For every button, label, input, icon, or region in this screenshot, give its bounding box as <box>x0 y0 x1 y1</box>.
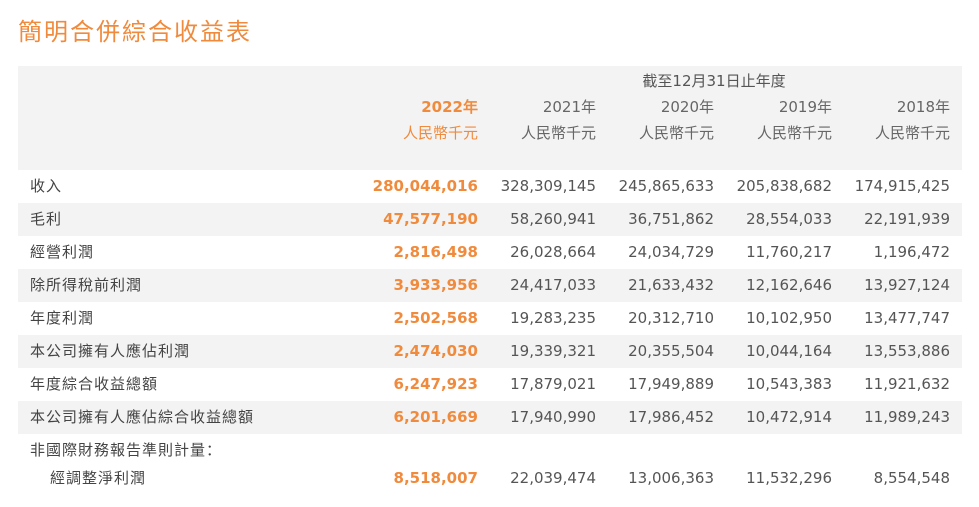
cell-2022: 2,502,568 <box>393 309 478 327</box>
column-header-2019: 2019年 人民幣千元 <box>714 94 832 146</box>
cell-2021: 24,417,033 <box>510 276 596 294</box>
column-year: 2018年 <box>896 98 950 116</box>
cell-2019: 12,162,646 <box>746 276 832 294</box>
row-label: 除所得稅前利潤 <box>30 276 143 294</box>
section-label: 非國際財務報告準則計量： <box>30 441 223 459</box>
row-label: 本公司擁有人應佔利潤 <box>30 342 191 360</box>
cell-2022: 47,577,190 <box>383 210 478 228</box>
cell-2020: 24,034,729 <box>628 243 714 261</box>
cell-2018: 11,989,243 <box>864 408 950 426</box>
cell-2022: 3,933,956 <box>393 276 478 294</box>
cell-2020: 20,312,710 <box>628 309 714 327</box>
table-section-non-ifrs: 非國際財務報告準則計量： <box>18 434 962 467</box>
table-row-revenue: 收入 280,044,016 328,309,145 245,865,633 2… <box>18 170 962 203</box>
column-unit: 人民幣千元 <box>638 124 714 142</box>
column-year: 2021年 <box>542 98 596 116</box>
column-year: 2020年 <box>660 98 714 116</box>
table-header-band <box>18 66 962 170</box>
cell-2019: 10,472,914 <box>746 408 832 426</box>
cell-2018: 13,553,886 <box>864 342 950 360</box>
cell-2022: 2,816,498 <box>393 243 478 261</box>
cell-2022: 280,044,016 <box>372 177 478 195</box>
column-header-2018: 2018年 人民幣千元 <box>832 94 950 146</box>
cell-2018: 174,915,425 <box>854 177 950 195</box>
row-label: 經營利潤 <box>30 243 95 261</box>
column-year: 2022年 <box>421 98 478 116</box>
cell-2021: 17,879,021 <box>510 375 596 393</box>
row-label: 經調整淨利潤 <box>50 469 147 487</box>
row-label: 年度利潤 <box>30 309 95 327</box>
row-label: 年度綜合收益總額 <box>30 375 159 393</box>
cell-2021: 17,940,990 <box>510 408 596 426</box>
cell-2019: 11,532,296 <box>746 469 832 487</box>
cell-2019: 10,102,950 <box>746 309 832 327</box>
cell-2021: 19,339,321 <box>510 342 596 360</box>
column-year: 2019年 <box>778 98 832 116</box>
cell-2022: 8,518,007 <box>393 469 478 487</box>
table-row-operating-profit: 經營利潤 2,816,498 26,028,664 24,034,729 11,… <box>18 236 962 269</box>
cell-2018: 1,196,472 <box>873 243 950 261</box>
row-label: 本公司擁有人應佔綜合收益總額 <box>30 408 255 426</box>
cell-2022: 2,474,030 <box>393 342 478 360</box>
table-row-adjusted-net-profit: 經調整淨利潤 8,518,007 22,039,474 13,006,363 1… <box>18 462 962 495</box>
cell-2019: 11,760,217 <box>746 243 832 261</box>
column-header-2021: 2021年 人民幣千元 <box>478 94 596 146</box>
table-row-profit-for-year: 年度利潤 2,502,568 19,283,235 20,312,710 10,… <box>18 302 962 335</box>
cell-2018: 11,921,632 <box>864 375 950 393</box>
cell-2018: 8,554,548 <box>873 469 950 487</box>
cell-2020: 20,355,504 <box>628 342 714 360</box>
table-row-comprehensive-income-attributable: 本公司擁有人應佔綜合收益總額 6,201,669 17,940,990 17,9… <box>18 401 962 434</box>
column-unit: 人民幣千元 <box>402 124 478 142</box>
column-header-2022: 2022年 人民幣千元 <box>360 94 478 146</box>
cell-2019: 10,543,383 <box>746 375 832 393</box>
row-label: 毛利 <box>30 210 63 228</box>
table-row-profit-attributable: 本公司擁有人應佔利潤 2,474,030 19,339,321 20,355,5… <box>18 335 962 368</box>
cell-2019: 205,838,682 <box>736 177 832 195</box>
cell-2020: 245,865,633 <box>618 177 714 195</box>
column-header-2020: 2020年 人民幣千元 <box>596 94 714 146</box>
cell-2020: 17,986,452 <box>628 408 714 426</box>
column-unit: 人民幣千元 <box>756 124 832 142</box>
cell-2018: 13,477,747 <box>864 309 950 327</box>
cell-2020: 21,633,432 <box>628 276 714 294</box>
cell-2020: 13,006,363 <box>628 469 714 487</box>
cell-2019: 10,044,164 <box>746 342 832 360</box>
period-header: 截至12月31日止年度 <box>642 72 786 90</box>
cell-2020: 17,949,889 <box>628 375 714 393</box>
cell-2018: 22,191,939 <box>864 210 950 228</box>
page-title: 簡明合併綜合收益表 <box>18 18 252 46</box>
table-row-gross-profit: 毛利 47,577,190 58,260,941 36,751,862 28,5… <box>18 203 962 236</box>
cell-2021: 26,028,664 <box>510 243 596 261</box>
cell-2022: 6,201,669 <box>393 408 478 426</box>
row-label: 收入 <box>30 177 63 195</box>
cell-2019: 28,554,033 <box>746 210 832 228</box>
cell-2020: 36,751,862 <box>628 210 714 228</box>
cell-2021: 328,309,145 <box>500 177 596 195</box>
table-row-total-comprehensive-income: 年度綜合收益總額 6,247,923 17,879,021 17,949,889… <box>18 368 962 401</box>
cell-2021: 22,039,474 <box>510 469 596 487</box>
column-unit: 人民幣千元 <box>874 124 950 142</box>
cell-2021: 58,260,941 <box>510 210 596 228</box>
table-row-profit-before-tax: 除所得稅前利潤 3,933,956 24,417,033 21,633,432 … <box>18 269 962 302</box>
cell-2018: 13,927,124 <box>864 276 950 294</box>
cell-2022: 6,247,923 <box>393 375 478 393</box>
column-unit: 人民幣千元 <box>520 124 596 142</box>
cell-2021: 19,283,235 <box>510 309 596 327</box>
